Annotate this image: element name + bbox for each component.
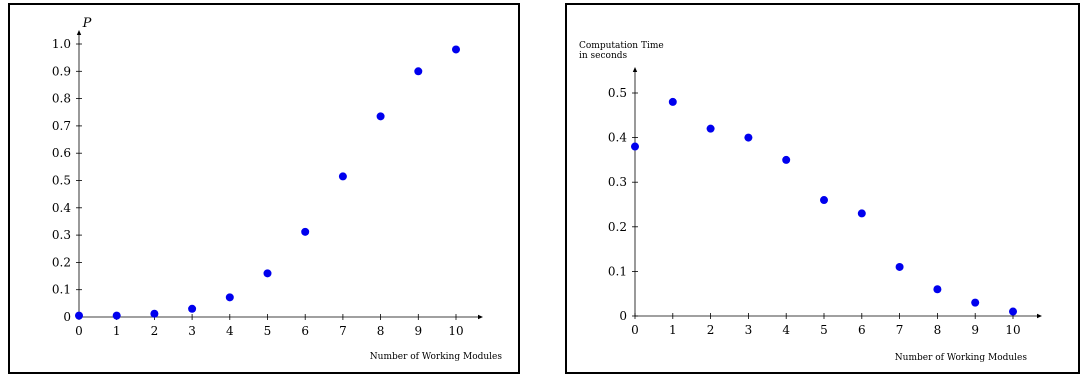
data-point — [744, 133, 753, 142]
data-point — [75, 311, 83, 320]
y-tick-label: 0.8 — [52, 92, 71, 106]
y-tick-label: 0.2 — [52, 255, 71, 269]
data-point — [112, 311, 121, 320]
data-point — [971, 298, 980, 307]
y-axis-label-line2: in seconds — [579, 51, 627, 61]
computation-time-scatter-chart: 0 1 2 3 4 5 6 7 8 9 10 0 0.1 0.2 0.3 0.4 0.5 Number of Wo… — [579, 41, 1042, 363]
data-point — [188, 304, 197, 313]
chart-panel-probability: 0 1 2 3 4 5 6 7 8 9 10 0 0.1 0.2 0.3 0.4 0.5 0.6 0.7 0.8 0.9… — [8, 3, 520, 374]
chart-panel-computation-time: 0 1 2 3 4 5 6 7 8 9 10 0 0.1 0.2 0.3 0.4 0.5 Number of Wo… — [565, 3, 1080, 374]
data-point — [263, 269, 272, 278]
y-tick-label: 0.5 — [608, 86, 627, 100]
x-tick-label: 3 — [188, 324, 196, 338]
data-point — [376, 112, 385, 121]
data-point — [668, 97, 677, 106]
data-point — [301, 227, 310, 236]
x-tick-label: 9 — [414, 324, 422, 338]
x-tick-label: 4 — [226, 324, 234, 338]
y-tick-label: 0.7 — [52, 119, 71, 133]
x-tick-label: 2 — [707, 323, 715, 337]
probability-scatter-chart: 0 1 2 3 4 5 6 7 8 9 10 0 0.1 0.2 0.3 0.4 0.5 0.6 0.7 0.8 0.9… — [52, 16, 503, 362]
x-tick-label: 6 — [301, 324, 309, 338]
x-tick-label: 9 — [971, 323, 979, 337]
y-tick-label: 0.3 — [608, 175, 627, 189]
x-axis-arrow — [1037, 313, 1042, 319]
y-tick-label: 0.6 — [52, 146, 71, 160]
y-tick-label: 0.1 — [52, 283, 71, 297]
data-point — [452, 45, 460, 54]
data-point — [857, 209, 866, 218]
data-point — [225, 293, 234, 302]
data-point — [782, 155, 791, 164]
x-tick-label: 1 — [113, 324, 121, 338]
x-tick-label: 10 — [1005, 323, 1020, 337]
y-tick-label: 0.1 — [608, 264, 627, 278]
data-point — [933, 285, 942, 294]
y-tick-label: 0.4 — [52, 201, 71, 215]
y-tick-label: 0.4 — [608, 131, 627, 145]
x-tick-label: 1 — [669, 323, 677, 337]
x-tick-label: 2 — [151, 324, 159, 338]
y-axis-arrow — [76, 30, 82, 35]
x-tick-label: 8 — [934, 323, 942, 337]
x-tick-label: 7 — [339, 324, 347, 338]
x-axis-label: Number of Working Modules — [895, 353, 1028, 363]
x-tick-label: 3 — [745, 323, 753, 337]
data-point — [895, 262, 904, 271]
x-tick-label: 6 — [858, 323, 866, 337]
x-tick-label: 8 — [377, 324, 385, 338]
data-point — [414, 67, 423, 76]
y-axis-label: Computation Time — [579, 41, 664, 51]
x-tick-label: 10 — [448, 324, 463, 338]
x-axis-label: Number of Working Modules — [370, 352, 503, 362]
y-tick-label: 0 — [619, 309, 627, 323]
data-point — [820, 196, 828, 205]
x-tick-label: 0 — [75, 324, 83, 338]
x-tick-label: 7 — [896, 323, 904, 337]
data-point — [150, 309, 159, 318]
y-axis-arrow — [632, 67, 638, 72]
data-point — [1009, 307, 1017, 316]
data-point — [631, 142, 639, 151]
data-point — [706, 124, 715, 133]
x-axis-arrow — [478, 314, 483, 320]
y-tick-label: 1.0 — [52, 37, 71, 51]
x-tick-label: 5 — [820, 323, 828, 337]
y-tick-label: 0.3 — [52, 228, 71, 242]
x-tick-label: 4 — [782, 323, 790, 337]
data-point — [338, 172, 347, 181]
y-tick-label: 0.5 — [52, 174, 71, 188]
x-tick-label: 0 — [631, 323, 639, 337]
y-tick-label: 0 — [63, 310, 71, 324]
y-tick-label: 0.9 — [52, 64, 71, 78]
y-axis-label: P — [82, 16, 92, 31]
x-tick-label: 5 — [264, 324, 272, 338]
y-tick-label: 0.2 — [608, 220, 627, 234]
